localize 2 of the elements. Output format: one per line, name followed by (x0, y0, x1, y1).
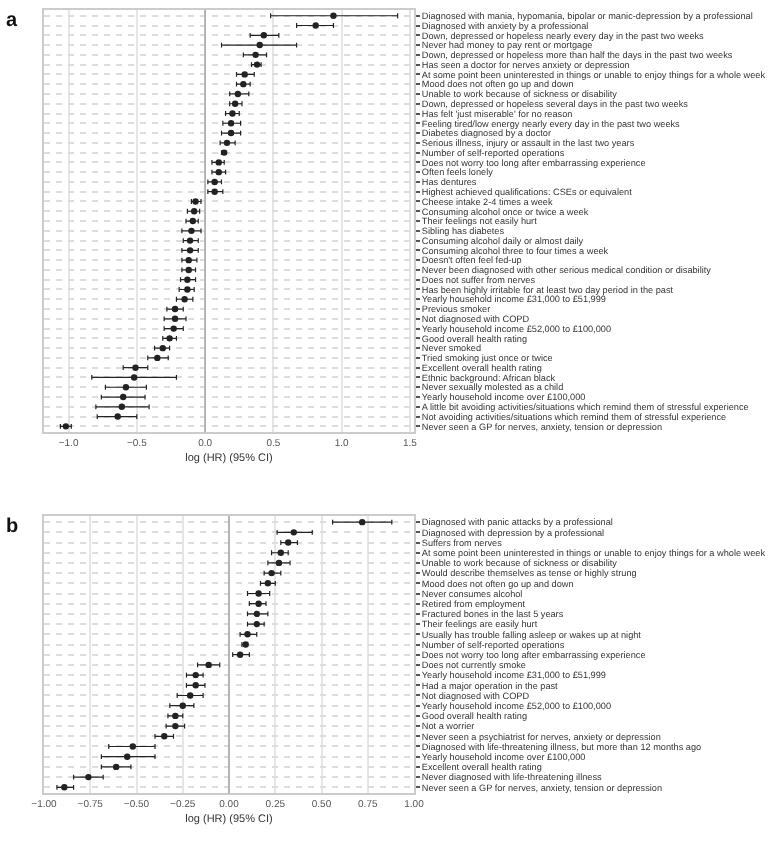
chart-title: a (6, 10, 18, 32)
chart-title: b (6, 516, 19, 538)
